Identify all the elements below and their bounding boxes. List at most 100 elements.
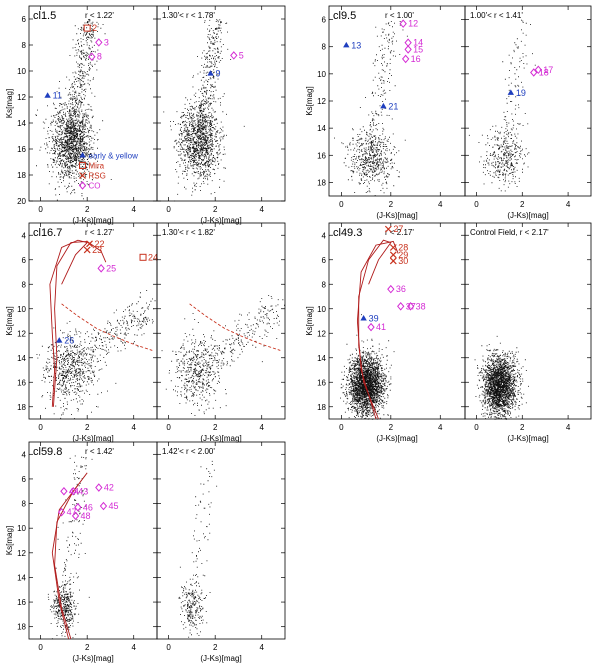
y-tick-label: 20 xyxy=(17,197,26,206)
star-cloud xyxy=(468,19,536,192)
y-axis-label: Ks[mag] xyxy=(305,86,314,115)
panel-frame xyxy=(28,441,158,640)
rsg-marker xyxy=(389,244,397,251)
co-marker xyxy=(99,501,108,511)
early-yellow-marker xyxy=(343,41,350,48)
star-id-label: 11 xyxy=(53,91,62,101)
radius-range: r < 1.42' xyxy=(85,447,114,456)
co-marker xyxy=(401,54,410,64)
y-tick-label: 8 xyxy=(322,280,327,289)
star-id-label: 5 xyxy=(239,50,244,60)
y-tick-label: 6 xyxy=(22,475,27,484)
x-tick-label: 4 xyxy=(438,200,443,209)
star-id-label: 3 xyxy=(104,37,109,47)
star-id-label: 36 xyxy=(396,284,406,294)
star-id-label: 43 xyxy=(78,486,88,496)
star-id-label: 39 xyxy=(369,314,379,324)
y-tick-label: 16 xyxy=(317,151,326,160)
y-tick-label: 16 xyxy=(17,378,26,387)
x-tick-label: 0 xyxy=(474,200,479,209)
y-tick-label: 14 xyxy=(317,124,326,133)
star-id-label: 23 xyxy=(92,245,102,255)
y-tick-label: 14 xyxy=(17,573,26,582)
y-tick-label: 12 xyxy=(17,329,26,338)
co-marker xyxy=(530,68,538,77)
star-id-label: 46 xyxy=(83,502,93,512)
y-tick-label: 4 xyxy=(322,231,327,240)
x-tick-label: 0 xyxy=(474,423,479,432)
y-tick-label: 8 xyxy=(22,280,27,289)
y-tick-label: 18 xyxy=(17,403,26,412)
co-marker xyxy=(69,486,77,496)
co-marker xyxy=(397,302,405,311)
rsg-marker xyxy=(83,246,91,254)
star-id-label: 29 xyxy=(398,250,408,260)
x-tick-label: 0 xyxy=(166,205,171,214)
y-tick-label: 14 xyxy=(17,354,26,363)
star-id-label: 25 xyxy=(106,263,116,273)
star-id-label: 18 xyxy=(539,68,549,78)
x-tick-label: 0 xyxy=(339,200,344,209)
y-tick-label: 14 xyxy=(317,354,326,363)
cluster-title: cl16.7 xyxy=(33,227,62,239)
y-tick-label: 10 xyxy=(17,524,26,533)
panel-5-l: 0 2 44681012141618(J-Ks)[mag]Ks[mag]cl59.8… xyxy=(5,441,158,663)
star-id-label: 12 xyxy=(408,19,418,29)
panel-frame xyxy=(328,222,466,420)
legend-entry: early & yellow xyxy=(89,152,139,161)
radius-range: Control Field, r < 2.17' xyxy=(470,228,549,237)
y-tick-label: 6 xyxy=(22,256,27,265)
legend-entry: CO xyxy=(89,182,101,191)
panel-3-l: 0 2 44681012141618(J-Ks)[mag]Ks[mag]cl16.7… xyxy=(5,222,158,443)
star-id-label: 38 xyxy=(416,301,426,311)
x-axis-label: (J-Ks)[mag] xyxy=(72,434,113,443)
cluster-title: cl9.5 xyxy=(333,10,356,22)
y-tick-label: 18 xyxy=(317,178,326,187)
y-tick-label: 10 xyxy=(317,305,326,314)
x-tick-label: 2 xyxy=(520,200,525,209)
x-axis-label: (J-Ks)[mag] xyxy=(376,211,417,220)
star-id-label: 22 xyxy=(95,239,105,249)
co-marker xyxy=(74,502,82,512)
x-axis-label: (J-Ks)[mag] xyxy=(507,434,548,443)
y-axis-label: Ks[mag] xyxy=(5,526,14,555)
cluster-title: cl1.5 xyxy=(33,10,56,22)
legend-entry: RSG xyxy=(89,172,106,181)
star-id-label: 19 xyxy=(516,88,526,98)
x-tick-label: 2 xyxy=(520,423,525,432)
x-tick-label: 0 xyxy=(38,423,43,432)
x-tick-label: 2 xyxy=(85,423,90,432)
panel-3-r: 0 2 4 (J-Ks)[mag] 1.30'< r < 1.82' xyxy=(156,222,286,443)
star-cloud xyxy=(178,460,218,638)
cluster-title: cl59.8 xyxy=(33,446,62,458)
x-tick-label: 2 xyxy=(85,205,90,214)
star-id-label: 28 xyxy=(398,243,408,253)
x-tick-label: 4 xyxy=(438,423,443,432)
star-id-label: 45 xyxy=(108,501,118,511)
co-marker xyxy=(406,302,415,311)
y-tick-label: 16 xyxy=(317,378,326,387)
y-axis-label: Ks[mag] xyxy=(5,306,14,335)
early-yellow-marker xyxy=(380,102,387,109)
x-axis-label: (J-Ks)[mag] xyxy=(376,434,417,443)
y-tick-label: 12 xyxy=(317,329,326,338)
y-tick-label: 6 xyxy=(322,256,327,265)
isochrone-track xyxy=(49,239,89,407)
x-tick-label: 0 xyxy=(166,643,171,652)
star-id-label: 42 xyxy=(104,483,114,493)
panel-2-l: 0 2 4 6 8 10 12 14 16 18 (J-Ks)[mag] Ks[mag] cl9.5 r … xyxy=(305,5,466,220)
y-tick-label: 8 xyxy=(22,41,27,50)
x-tick-label: 0 xyxy=(339,423,344,432)
star-id-label: 15 xyxy=(413,44,423,54)
panel-frame xyxy=(464,222,592,420)
y-axis-label: Ks[mag] xyxy=(5,89,14,118)
co-marker xyxy=(95,483,103,492)
x-tick-label: 0 xyxy=(166,423,171,432)
star-id-label: 48 xyxy=(81,511,91,521)
x-tick-label: 2 xyxy=(85,643,90,652)
co-marker xyxy=(97,264,105,273)
isochrone-track xyxy=(358,239,392,420)
x-axis-label: (J-Ks)[mag] xyxy=(200,216,241,225)
